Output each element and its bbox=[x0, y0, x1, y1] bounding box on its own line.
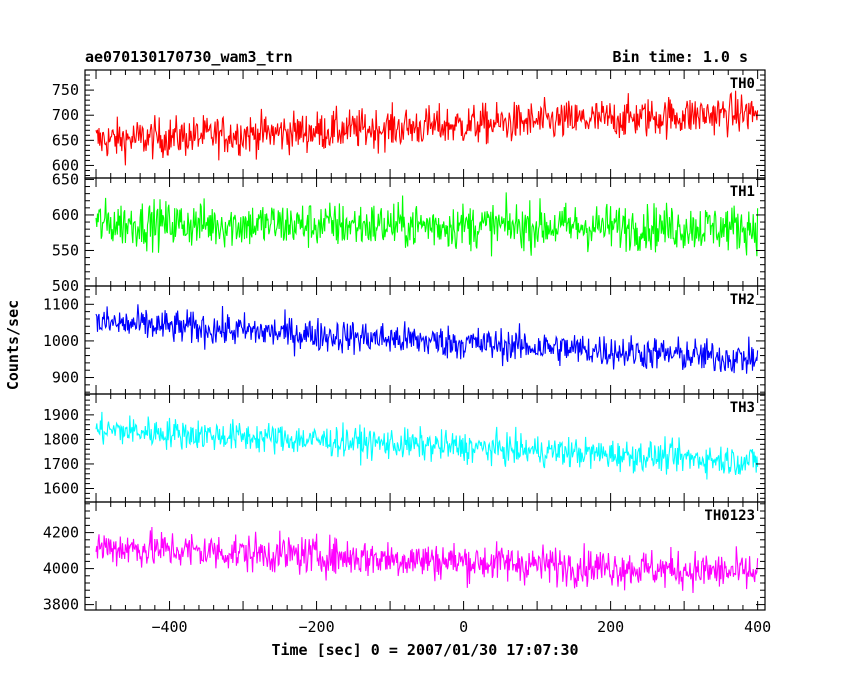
y-tick-label-TH2: 1000 bbox=[43, 332, 79, 350]
series-line-TH1 bbox=[95, 192, 759, 257]
y-tick-label-TH2: 1100 bbox=[43, 295, 79, 313]
panel-label-TH2: TH2 bbox=[730, 292, 755, 308]
y-axis-label: Counts/sec bbox=[4, 300, 22, 390]
bin-time-label: Bin time: 1.0 s bbox=[613, 48, 748, 66]
y-tick-label-TH2: 900 bbox=[52, 369, 79, 387]
x-tick-label: 200 bbox=[597, 618, 624, 636]
trace-layer bbox=[95, 90, 759, 594]
series-line-TH2 bbox=[95, 304, 759, 374]
panel-label-TH3: TH3 bbox=[730, 400, 755, 416]
y-tick-label-TH3: 1600 bbox=[43, 480, 79, 498]
y-tick-label-TH3: 1700 bbox=[43, 455, 79, 473]
y-tick-label-TH3: 1800 bbox=[43, 430, 79, 448]
chart-title: ae070130170730_wam3_trn bbox=[85, 48, 293, 66]
y-tick-label-TH1: 600 bbox=[52, 206, 79, 224]
y-tick-label-TH3: 1900 bbox=[43, 406, 79, 424]
x-tick-label: 400 bbox=[744, 618, 771, 636]
y-tick-label-TH1: 550 bbox=[52, 241, 79, 259]
x-axis-label: Time [sec] 0 = 2007/01/30 17:07:30 bbox=[271, 641, 578, 659]
series-line-TH3 bbox=[95, 411, 759, 480]
y-tick-label-TH1: 650 bbox=[52, 170, 79, 188]
panel-label-TH0: TH0 bbox=[730, 76, 755, 92]
y-tick-label-TH0: 750 bbox=[52, 81, 79, 99]
y-tick-label-TH0: 650 bbox=[52, 131, 79, 149]
panel-label-TH0123: TH0123 bbox=[704, 508, 755, 524]
x-tick-label: −200 bbox=[299, 618, 335, 636]
y-tick-label-TH0123: 4000 bbox=[43, 560, 79, 578]
y-tick-label-TH0123: 3800 bbox=[43, 596, 79, 614]
y-tick-label-TH0: 600 bbox=[52, 156, 79, 174]
y-tick-label-TH1: 500 bbox=[52, 277, 79, 295]
series-line-TH0123 bbox=[95, 526, 759, 594]
y-tick-label-TH0: 700 bbox=[52, 106, 79, 124]
panel-frame-TH0123 bbox=[84, 501, 766, 611]
x-tick-label: 0 bbox=[459, 618, 468, 636]
panel-label-TH1: TH1 bbox=[730, 184, 755, 200]
x-tick-label: −400 bbox=[151, 618, 187, 636]
series-line-TH0 bbox=[95, 90, 759, 166]
y-tick-label-TH0123: 4200 bbox=[43, 524, 79, 542]
